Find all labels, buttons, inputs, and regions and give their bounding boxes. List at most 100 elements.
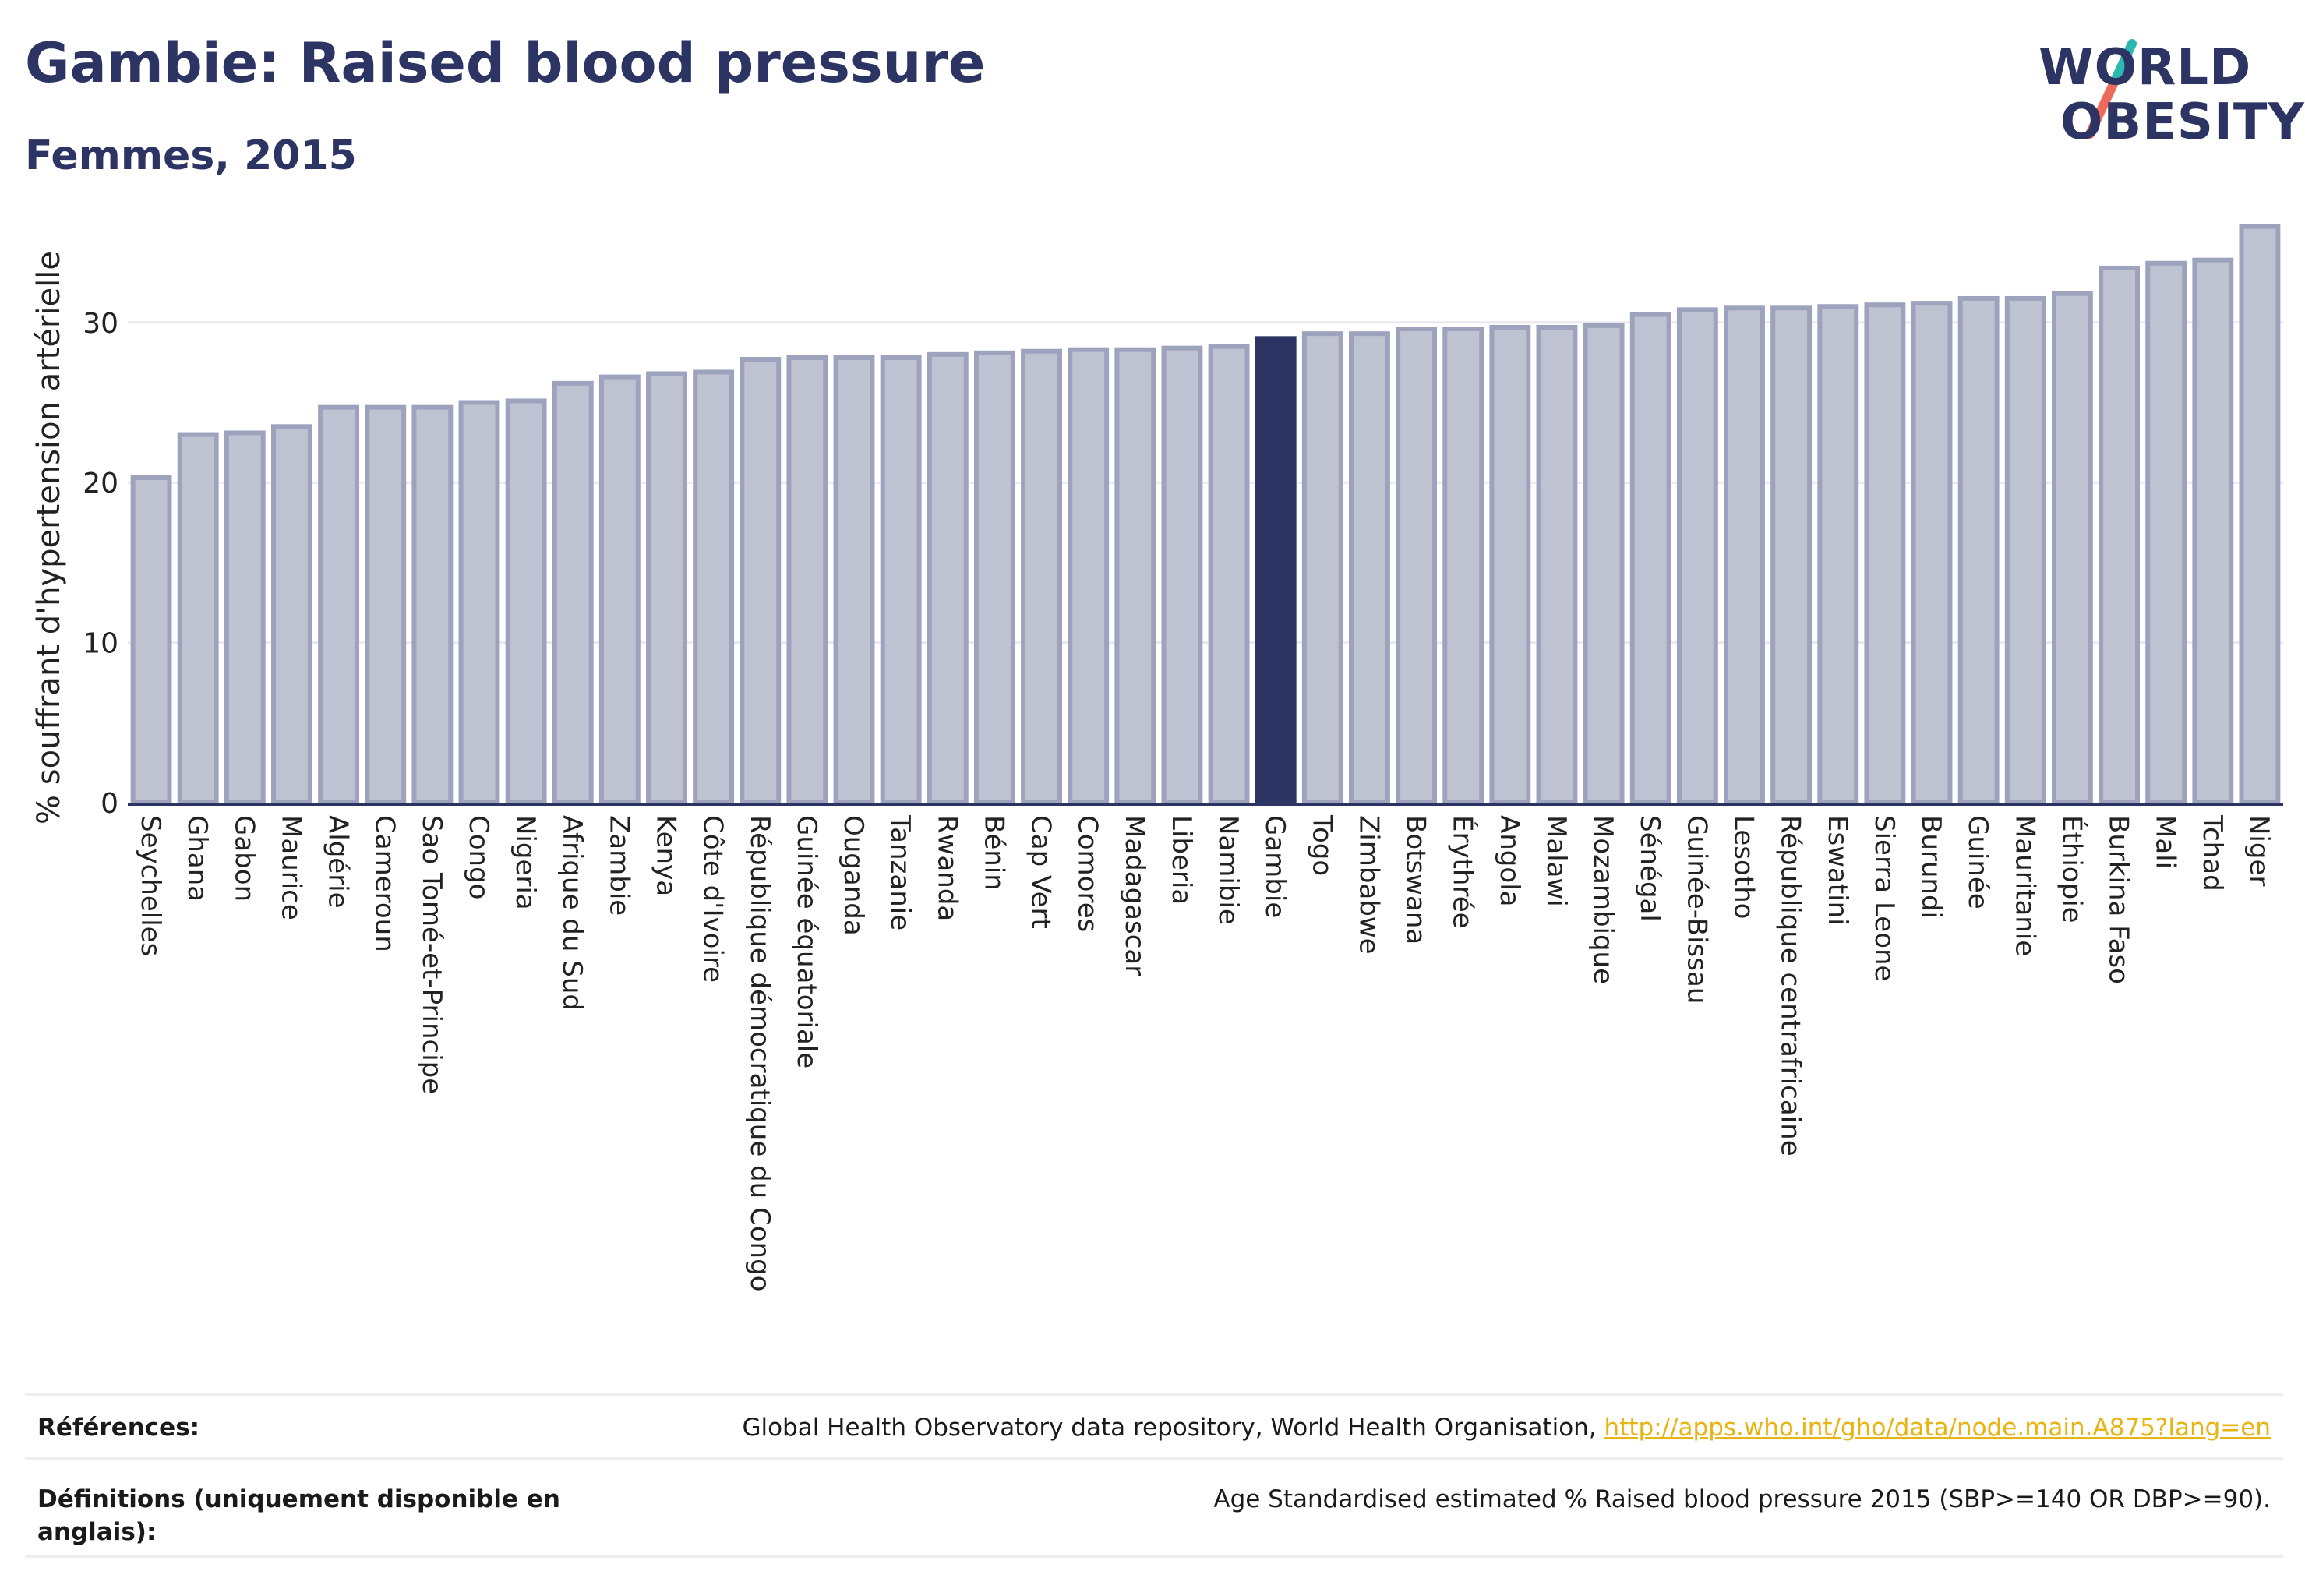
references-row: Références: Global Health Observatory da… [25,1393,2283,1460]
y-tick-label: 20 [83,468,118,500]
bar [318,404,360,805]
bar [1021,348,1062,805]
logo-line1: WORLD [2038,39,2252,97]
references-label: Références: [37,1414,200,1442]
definitions-row: Définitions (uniquement disponible en an… [25,1457,2283,1558]
references-value: Global Health Observatory data repositor… [742,1411,2271,1444]
world-obesity-logo: WORLD OBESITY [2026,23,2304,164]
bar [224,430,266,805]
category-label: Guinée-Bissau [1681,815,1712,1004]
category-label: Malawi [1541,815,1572,907]
bar [740,357,782,805]
bar [1676,307,1718,805]
bar [1629,312,1671,806]
category-label: Maurice [275,815,306,920]
category-label: Kenya [651,815,682,896]
category-label: Côte d'Ivoire [697,815,729,983]
bar [458,400,500,805]
category-label: Angola [1494,815,1525,906]
bar [1957,295,2000,806]
category-label: Namibie [1213,815,1244,925]
category-label: Ouganda [838,815,869,936]
bar [130,475,172,805]
bar [1068,347,1110,805]
category-label: République démocratique du Congo [744,815,775,1291]
bar [693,369,735,805]
category-label: Gabon [228,815,259,902]
bar [598,374,641,805]
bar [1911,301,1953,805]
bar [880,355,922,806]
category-label: Cap Vert [1025,815,1057,929]
category-label: Sao Tomé-et-Principe [416,815,447,1094]
bar [927,351,969,805]
bar [552,380,594,806]
definitions-value: Age Standardised estimated % Raised bloo… [1213,1485,2271,1513]
bar [973,350,1015,806]
category-label: Eswatini [1822,815,1853,926]
bar [2145,260,2187,805]
category-label: Gambie [1259,815,1290,918]
category-label: Togo [1306,814,1337,876]
bar [1583,323,1625,805]
footer-divider [25,1555,2283,1558]
category-label: Bénin [978,815,1009,891]
category-label: Zimbabwe [1353,815,1384,955]
references-text: Global Health Observatory data repositor… [742,1414,1604,1442]
definitions-label: Définitions (uniquement disponible en an… [37,1485,560,1546]
bar [1349,331,1390,805]
chart-subtitle: Femmes, 2015 [25,132,357,179]
category-label: Guinée équatoriale [791,815,822,1068]
category-label: Rwanda [931,815,962,921]
bar [646,371,687,806]
category-label: Mauritanie [2009,815,2040,956]
category-label: Burkina Faso [2103,815,2134,984]
bar [365,404,407,805]
category-label: Afrique du Sud [556,815,588,1011]
category-label: Niger [2243,815,2275,886]
category-label: Cameroun [369,815,401,952]
category-label: Botswana [1400,815,1431,945]
bar-chart: 0 10 20 30 % souffrant d'hypertension artéri… [31,224,2283,1291]
bar [2192,257,2234,806]
bar [2051,291,2093,806]
bar [1536,324,1578,806]
bar [2239,224,2281,806]
y-tick-label: 30 [83,308,118,340]
bar [1724,305,1765,805]
category-label: Ghana [182,815,213,902]
category-label: Nigeria [510,815,541,910]
category-label: Guinée [1962,815,1993,909]
logo-slash-icon [2085,39,2137,139]
bar [786,355,828,806]
bar [1396,327,1438,805]
bar [1817,304,1859,806]
category-label: Mozambique [1587,815,1618,984]
bar [1489,324,1531,806]
category-label: Érythrée [1447,815,1479,929]
category-label: Madagascar [1119,815,1150,976]
category-label: Sénégal [1634,815,1665,922]
category-label: Burundi [1915,815,1947,919]
y-tick-label: 0 [101,788,118,820]
bar [1301,331,1343,805]
category-label: Congo [463,815,494,899]
bar [271,424,312,805]
category-label: Tchad [2197,814,2228,892]
bar [2099,265,2140,806]
category-label: Lesotho [1728,815,1760,919]
bar [833,355,875,806]
bar [1208,344,1250,805]
category-label: Comores [1072,815,1103,932]
category-label: République centrafricaine [1775,815,1806,1156]
bar [1770,305,1813,805]
references-link[interactable]: http://apps.who.int/gho/data/node.main.A… [1604,1414,2271,1442]
y-tick-label: 10 [83,628,118,660]
category-label: Sierra Leone [1869,815,1900,981]
category-label: Zambie [603,815,634,916]
bar [505,398,547,805]
category-label: Mali [2150,815,2181,869]
category-label: Seychelles [135,815,166,956]
bar [1442,327,1484,805]
bar [2004,295,2046,806]
